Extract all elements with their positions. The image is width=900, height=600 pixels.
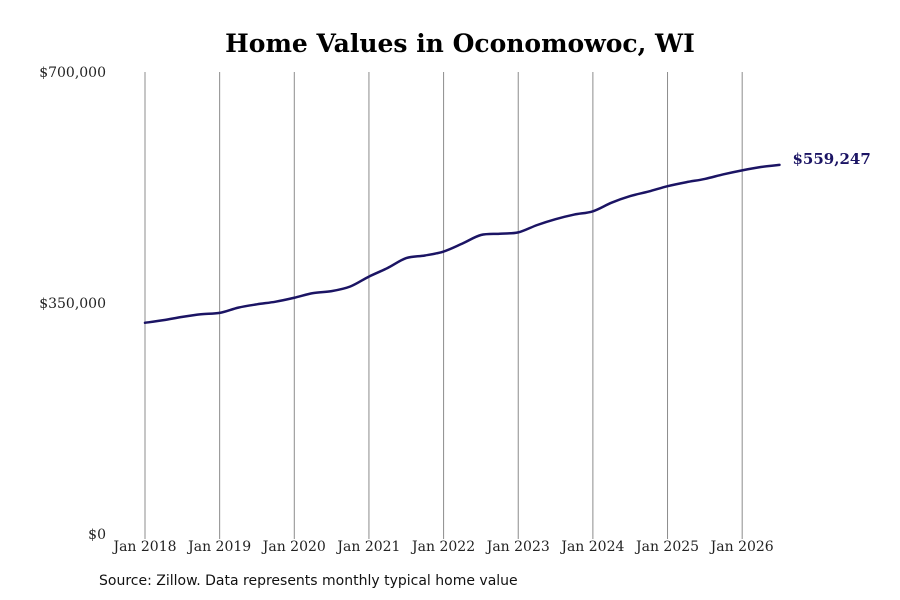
y-tick-label: $0: [88, 527, 106, 543]
x-tick-label: Jan 2024: [559, 539, 624, 555]
x-tick-label: Jan 2018: [111, 539, 176, 555]
x-tick-label: Jan 2020: [261, 539, 326, 555]
x-tick-label: Jan 2026: [709, 539, 774, 555]
y-tick-label: $350,000: [39, 296, 106, 312]
series-line-group: [143, 163, 781, 325]
source-note: Source: Zillow. Data represents monthly …: [99, 573, 518, 589]
y-tick-label: $700,000: [39, 65, 106, 81]
series-line: [143, 163, 781, 325]
x-axis-ticks: Jan 2018 Jan 2019 Jan 2020 Jan 2021 Jan 2022…: [111, 539, 773, 555]
x-tick-label: Jan 2022: [410, 539, 475, 555]
y-axis-ticks: $0 $350,000 $700,000: [39, 65, 106, 543]
x-tick-label: Jan 2021: [335, 539, 400, 555]
chart-title: Home Values in Oconomowoc, WI: [225, 29, 695, 58]
gridlines: [144, 72, 743, 539]
x-tick-label: Jan 2025: [634, 539, 699, 555]
x-tick-label: Jan 2019: [186, 539, 251, 555]
end-value-label: $559,247: [793, 150, 871, 168]
end-label-group: $559,247: [793, 150, 871, 168]
x-tick-label: Jan 2023: [485, 539, 550, 555]
